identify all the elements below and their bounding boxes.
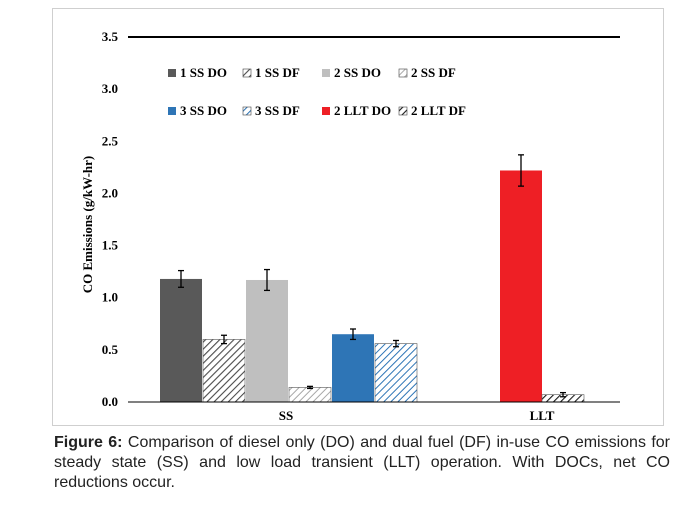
legend-label: 3 SS DF bbox=[255, 103, 300, 118]
bar bbox=[374, 343, 418, 403]
legend-swatch bbox=[168, 69, 176, 77]
bars bbox=[160, 154, 585, 403]
legend-label: 2 SS DF bbox=[411, 65, 456, 80]
legend-label: 3 SS DO bbox=[180, 103, 227, 118]
legend-label: 1 SS DF bbox=[255, 65, 300, 80]
legend-swatch bbox=[322, 107, 330, 115]
co-emissions-bar-chart: 0.0 0.5 1.0 1.5 2.0 2.5 3.0 3.5 CO Emissions (g/… bbox=[80, 29, 620, 423]
y-axis: 0.0 0.5 1.0 1.5 2.0 2.5 3.0 3.5 CO Emissions (g/… bbox=[80, 29, 620, 409]
legend-swatch bbox=[322, 69, 330, 77]
bar bbox=[288, 387, 332, 403]
legend: 1 SS DO 1 SS DF 2 SS DO 2 SS DF 3 SS DO 3 SS … bbox=[168, 65, 466, 118]
y-tick-label: 3.0 bbox=[102, 81, 118, 96]
figure-caption-text: Comparison of diesel only (DO) and dual … bbox=[54, 434, 670, 491]
legend-swatch bbox=[168, 107, 176, 115]
y-tick-label: 3.5 bbox=[102, 29, 119, 44]
y-tick-label: 0.5 bbox=[102, 342, 119, 357]
bar bbox=[202, 339, 246, 403]
legend-swatch bbox=[398, 106, 408, 116]
bar bbox=[500, 170, 542, 402]
legend-label: 1 SS DO bbox=[180, 65, 227, 80]
y-tick-label: 2.0 bbox=[102, 185, 118, 200]
x-category-label: LLT bbox=[530, 408, 555, 423]
y-tick-label: 0.0 bbox=[102, 394, 118, 409]
y-axis-title: CO Emissions (g/kW-hr) bbox=[80, 156, 95, 293]
bar bbox=[160, 278, 202, 402]
legend-label: 2 SS DO bbox=[334, 65, 381, 80]
legend-swatch bbox=[242, 68, 252, 78]
figure-caption: Figure 6: Comparison of diesel only (DO)… bbox=[54, 433, 670, 493]
y-tick-label: 1.0 bbox=[102, 290, 118, 305]
y-tick-label: 2.5 bbox=[102, 133, 119, 148]
legend-swatch bbox=[398, 68, 408, 78]
x-category-label: SS bbox=[279, 408, 293, 423]
x-axis: SS LLT bbox=[128, 401, 620, 423]
legend-label: 2 LLT DO bbox=[334, 103, 391, 118]
bar bbox=[246, 279, 288, 402]
y-tick-label: 1.5 bbox=[102, 238, 119, 253]
figure-caption-label: Figure 6: bbox=[54, 434, 123, 451]
legend-label: 2 LLT DF bbox=[411, 103, 466, 118]
bar bbox=[332, 334, 374, 402]
legend-swatch bbox=[242, 106, 252, 116]
